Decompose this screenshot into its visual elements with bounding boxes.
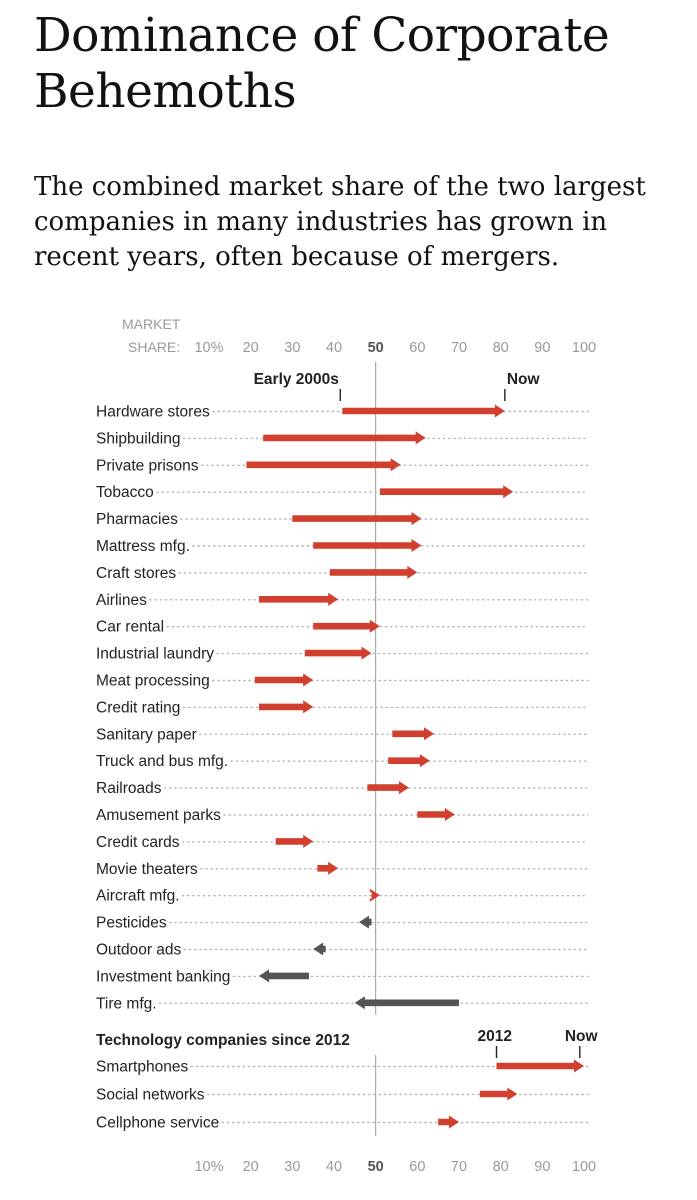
- tech-group-title: Technology companies since 2012: [96, 1032, 350, 1049]
- bottom-axis-tick: 90: [534, 1159, 550, 1175]
- row-label: Railroads: [96, 780, 162, 797]
- row-label: Tobacco: [96, 484, 154, 501]
- tech-start-label: 2012: [478, 1028, 512, 1045]
- increase-arrow: [369, 888, 380, 902]
- chart-title: Dominance of Corporate Behemoths: [34, 8, 610, 119]
- row-label: Industrial laundry: [96, 646, 214, 663]
- row-label: Car rental: [96, 619, 164, 636]
- bottom-axis-tick: 60: [409, 1159, 425, 1175]
- bottom-axis-tick: 30: [284, 1159, 300, 1175]
- increase-arrow: [313, 619, 380, 633]
- increase-arrow: [263, 431, 426, 445]
- row-label: Mattress mfg.: [96, 538, 190, 555]
- increase-arrow: [379, 485, 514, 499]
- row-label: Movie theaters: [96, 861, 198, 878]
- row-label: Private prisons: [96, 457, 199, 474]
- increase-arrow: [254, 673, 314, 687]
- row-label: Outdoor ads: [96, 942, 182, 959]
- row-label: Cellphone service: [96, 1115, 219, 1132]
- top-axis-tick: 90: [534, 340, 550, 356]
- top-axis-tick: 70: [451, 340, 467, 356]
- top-axis-tick: 30: [284, 340, 300, 356]
- row-label: Investment banking: [96, 968, 230, 985]
- top-axis-tick: 10%: [194, 340, 223, 356]
- top-axis-tick: 100: [572, 340, 596, 356]
- increase-arrow: [292, 512, 422, 526]
- row-label: Truck and bus mfg.: [96, 753, 228, 770]
- top-axis-tick: 20: [243, 340, 259, 356]
- increase-arrow: [259, 700, 314, 714]
- end-label: Now: [507, 371, 541, 388]
- row-label: Pharmacies: [96, 511, 178, 528]
- increase-arrow: [367, 781, 409, 795]
- chart-subtitle: The combined market share of the two lar…: [34, 172, 646, 272]
- decrease-arrow: [354, 996, 459, 1010]
- row-label: Social networks: [96, 1087, 205, 1104]
- top-axis-tick: 80: [493, 340, 509, 356]
- top-axis-tick: 60: [409, 340, 425, 356]
- top-axis-tick: 40: [326, 340, 342, 356]
- increase-arrow: [392, 727, 434, 741]
- row-label: Aircraft mfg.: [96, 888, 180, 905]
- bottom-axis-tick: 10%: [194, 1159, 223, 1175]
- row-label: Meat processing: [96, 673, 210, 690]
- row-label: Airlines: [96, 592, 147, 609]
- row-label: Pesticides: [96, 915, 167, 932]
- increase-arrow: [275, 834, 314, 848]
- increase-arrow: [259, 592, 339, 606]
- increase-arrow: [313, 539, 422, 552]
- axis-label-line2: SHARE:: [128, 339, 180, 355]
- row-label: Credit rating: [96, 699, 180, 716]
- decrease-arrow: [359, 915, 372, 929]
- row-label: Amusement parks: [96, 807, 221, 824]
- row-label: Hardware stores: [96, 404, 210, 421]
- increase-arrow: [479, 1087, 518, 1101]
- increase-arrow: [388, 754, 430, 768]
- bottom-axis-tick: 50: [368, 1159, 384, 1175]
- axis-label-line1: MARKET: [122, 316, 181, 332]
- arrow-range-chart: MARKET SHARE: 10% 20 30 40 50 60 70 80 90 100 Early …: [96, 316, 599, 1175]
- decrease-arrow: [313, 942, 326, 956]
- increase-arrow: [438, 1115, 459, 1129]
- increase-arrow: [317, 861, 339, 875]
- bottom-axis-tick: 40: [326, 1159, 342, 1175]
- bottom-axis-tick: 80: [493, 1159, 509, 1175]
- increase-arrow: [246, 458, 401, 472]
- increase-arrow: [417, 808, 455, 821]
- row-label: Credit cards: [96, 834, 180, 851]
- row-label: Shipbuilding: [96, 430, 180, 447]
- bottom-axis-tick: 100: [572, 1159, 596, 1175]
- increase-arrow: [342, 404, 505, 418]
- top-axis-tick: 50: [368, 340, 384, 356]
- increase-arrow: [304, 646, 372, 660]
- row-label: Tire mfg.: [96, 995, 157, 1012]
- increase-arrow: [329, 565, 418, 579]
- row-label: Craft stores: [96, 565, 176, 582]
- tech-end-label: Now: [565, 1028, 599, 1045]
- decrease-arrow: [259, 969, 309, 983]
- increase-arrow: [496, 1059, 584, 1073]
- bottom-axis-tick: 70: [451, 1159, 467, 1175]
- start-label: Early 2000s: [254, 371, 339, 388]
- row-label: Smartphones: [96, 1059, 188, 1076]
- row-label: Sanitary paper: [96, 726, 197, 743]
- bottom-axis-tick: 20: [243, 1159, 259, 1175]
